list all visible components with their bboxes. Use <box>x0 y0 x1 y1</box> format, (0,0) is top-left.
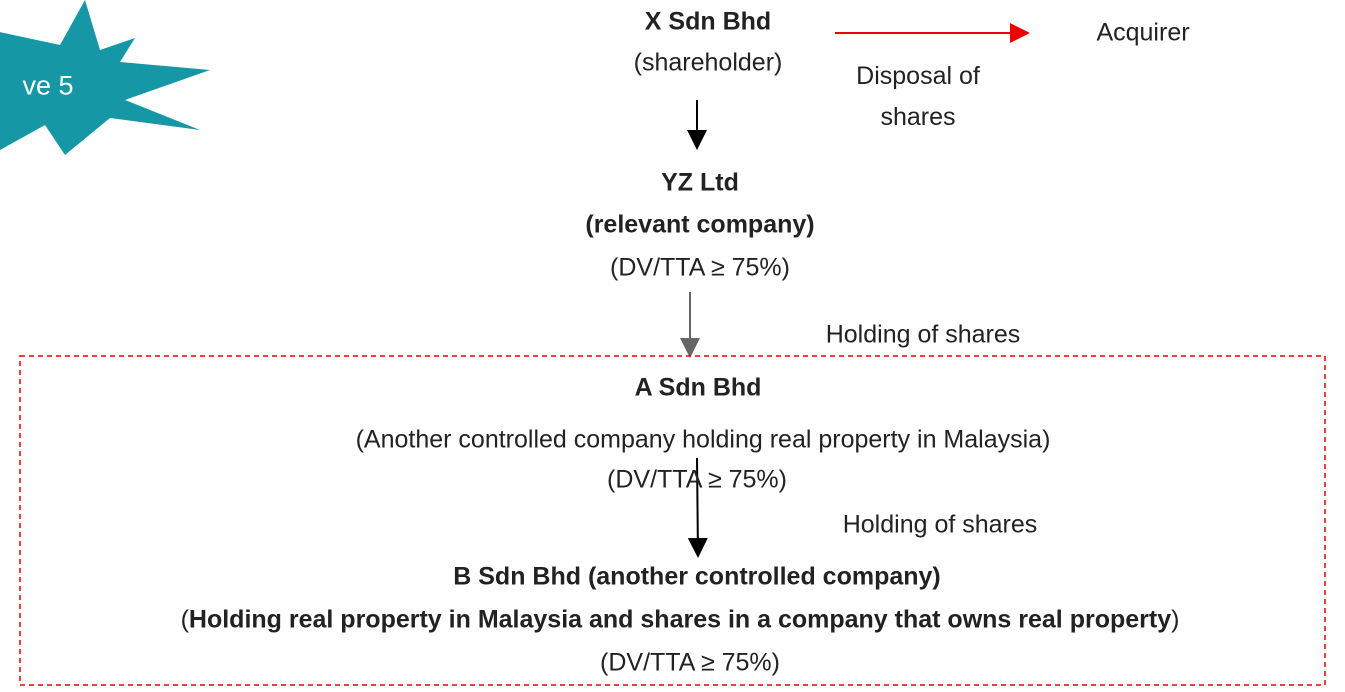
node-title: X Sdn Bhd <box>644 7 772 36</box>
edge-label: Disposal of shares <box>856 62 980 131</box>
node-title: B Sdn Bhd (another controlled company) <box>453 562 941 591</box>
paren: ) <box>1171 605 1180 634</box>
badge-star <box>0 0 210 155</box>
node-text: (DV/TTA ≥ 75%) <box>600 648 780 677</box>
node-text: (DV/TTA ≥ 75%) <box>607 465 787 494</box>
detail: Holding real property in Malaysia and sh… <box>188 605 1172 634</box>
node-text: (relevant company) <box>585 210 815 239</box>
node-text: (shareholder) <box>633 48 783 77</box>
node-title: Acquirer <box>1096 18 1190 47</box>
node-text: (Another controlled company holding real… <box>355 425 1051 454</box>
arrow <box>687 457 708 558</box>
badge-label: ve 5 <box>22 70 74 101</box>
paren: ( <box>180 605 189 634</box>
edge-label: Holding of shares <box>842 510 1038 539</box>
node-title: YZ Ltd <box>661 168 739 197</box>
node-title: A Sdn Bhd <box>634 373 762 402</box>
edge-label: Holding of shares <box>825 320 1021 349</box>
node-text: (DV/TTA ≥ 75%) <box>610 253 790 282</box>
node-text: (Holding real property in Malaysia and s… <box>181 606 1180 635</box>
group-box <box>19 355 1326 686</box>
